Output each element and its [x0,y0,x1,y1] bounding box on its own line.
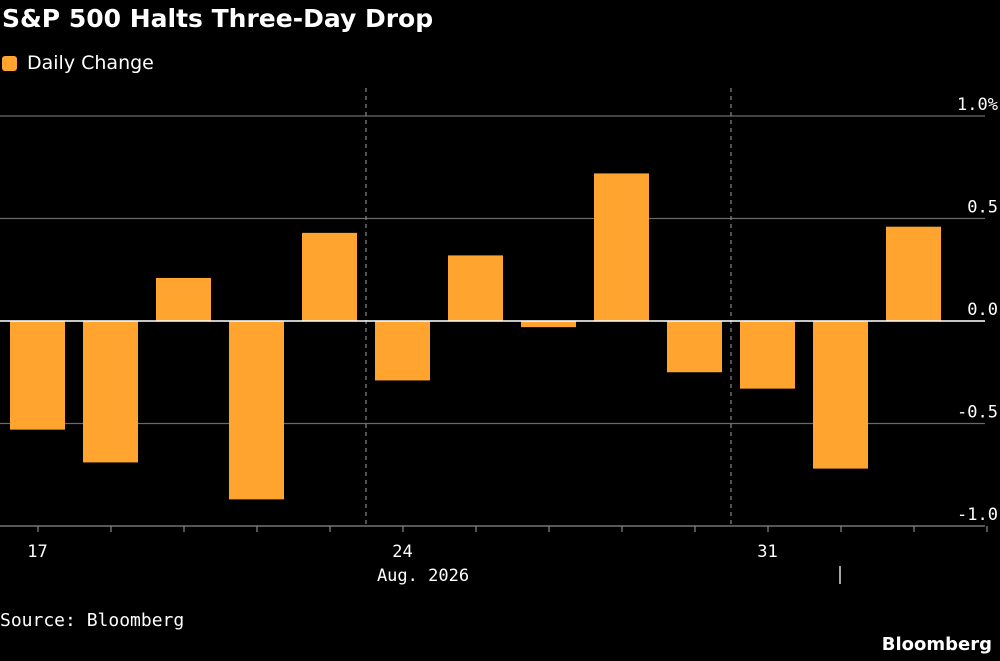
legend-swatch [2,55,17,71]
bar [594,173,649,321]
bar [813,321,868,469]
bloomberg-logo: Bloomberg [881,634,992,655]
y-tick-label: -0.5 [957,403,998,423]
bar [229,321,284,500]
bar [886,226,941,321]
bar [521,321,576,328]
y-tick-label: 0.5 [967,198,998,218]
bar [740,321,795,389]
legend-label: Daily Change [27,52,154,74]
bar [667,321,722,373]
y-tick-label: 1.0% [957,95,998,115]
source-note: Source: Bloomberg [0,610,185,631]
chart-title: S&P 500 Halts Three-Day Drop [2,4,434,33]
bar-chart: 1.0% 0.5 0.0 -0.5 -1.0 17 24 31 Aug. 2026 [0,88,998,586]
bar [448,255,503,321]
x-tick-label: 17 [27,542,47,562]
bar [156,277,211,321]
bar [83,321,138,463]
x-axis-month-label: Aug. 2026 [377,566,469,586]
bar [375,321,430,381]
bar [10,321,65,430]
x-tick-label: 31 [757,542,777,562]
x-tick-label: 24 [392,542,412,562]
legend: Daily Change [2,52,154,74]
y-tick-label: 0.0 [967,300,998,320]
bar [302,232,357,321]
y-tick-label: -1.0 [957,505,998,525]
